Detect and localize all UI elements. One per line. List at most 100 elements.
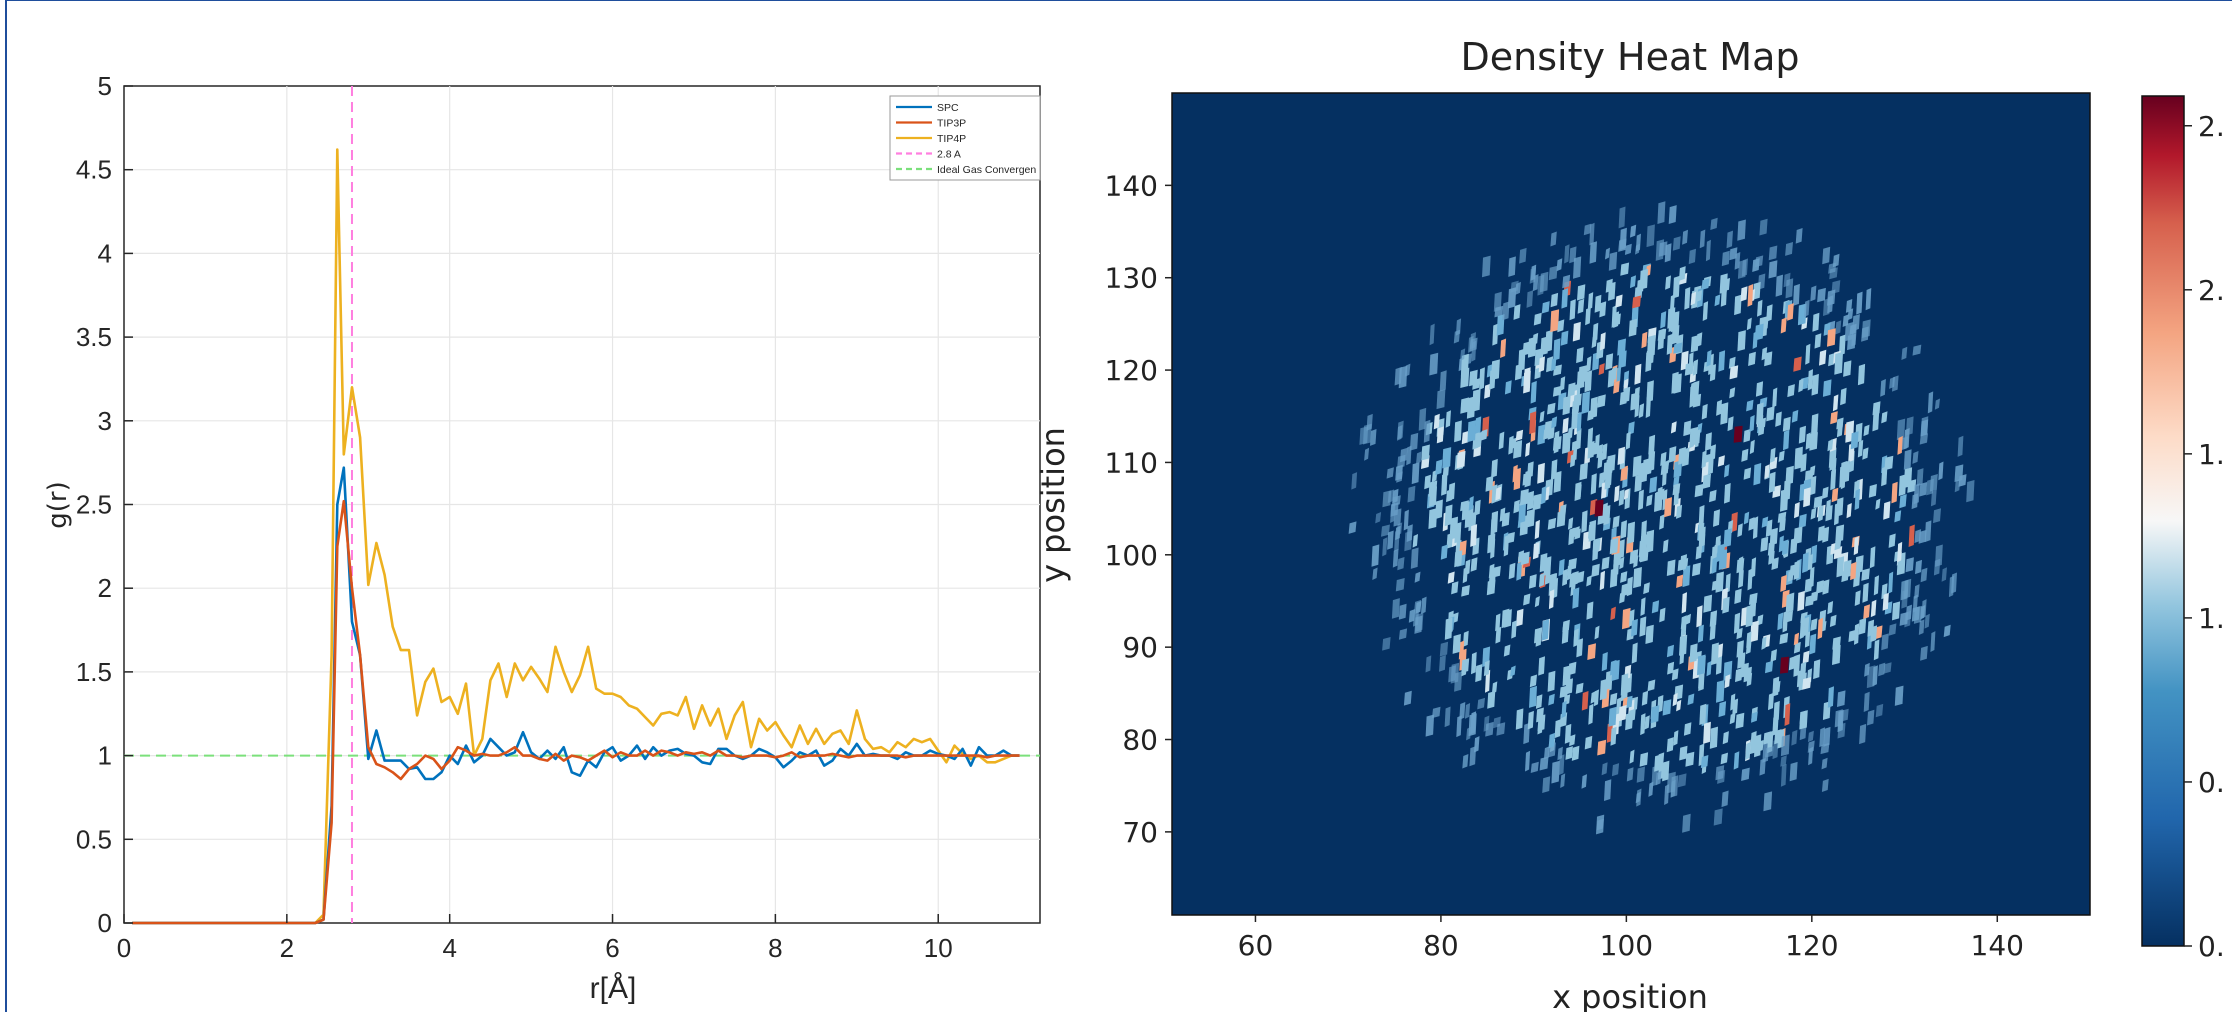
heatmap-cell xyxy=(1862,447,1869,460)
heatmap-cell xyxy=(1905,604,1912,621)
heatmap-cell xyxy=(1798,425,1806,444)
heatmap-cell xyxy=(1785,593,1793,613)
heatmap-cell xyxy=(1692,359,1699,376)
heatmap-cell xyxy=(1640,713,1646,736)
heatmap-cell xyxy=(1572,587,1580,609)
heatmap-cell xyxy=(1551,357,1557,372)
heatmap-cell xyxy=(1639,268,1649,290)
heatmap-cell xyxy=(1697,654,1706,676)
heatmap-cell xyxy=(1840,387,1847,406)
heatmap-cell xyxy=(1466,726,1472,741)
heatmap-cell xyxy=(1601,652,1608,672)
heatmap-cell xyxy=(1581,774,1587,789)
heatmap-cell xyxy=(1587,427,1594,449)
heatmap-cell xyxy=(1487,691,1496,709)
heatmap-cell xyxy=(1421,444,1430,461)
heatmap-cell xyxy=(1918,619,1925,635)
heatmap-cell xyxy=(1527,336,1537,358)
heatmap-cell xyxy=(1550,292,1559,308)
heatmap-cell xyxy=(1500,338,1507,358)
heatmap-cell xyxy=(1780,755,1787,767)
heatmap-cell xyxy=(1613,311,1620,328)
rdf-reference-lines xyxy=(124,86,1040,923)
heatmap-cell xyxy=(1562,568,1568,586)
heatmap-cell xyxy=(1513,499,1520,514)
heatmap-cell xyxy=(1551,760,1560,784)
rdf-y-tick-labels: 0 0.5 1 1.5 2 2.5 3 3.5 4 4.5 5 xyxy=(76,71,133,938)
heatmap-cell xyxy=(1861,326,1869,342)
heatmap-cell xyxy=(1919,482,1928,497)
heatmap-cell xyxy=(1799,710,1808,730)
heatmap-cell xyxy=(1436,426,1444,444)
heatmap-cell xyxy=(1638,461,1648,483)
heatmap-cell xyxy=(1552,385,1562,397)
heatmap-cell xyxy=(1628,318,1638,337)
heatmap-cell xyxy=(1669,294,1675,312)
heatmap-cell xyxy=(1529,685,1537,708)
heatmap-cell xyxy=(1705,432,1712,451)
heatmap-cell xyxy=(1695,545,1703,560)
heatmap-cell xyxy=(1618,238,1627,252)
heatmap-cell xyxy=(1586,601,1594,620)
series-line-tip4p xyxy=(132,148,1020,925)
heatmap-cell xyxy=(1753,463,1762,486)
heatmap-cell xyxy=(1557,319,1565,333)
heatmap-cell xyxy=(1630,224,1637,238)
heatmap-cell xyxy=(1470,711,1477,735)
heatmap-cell xyxy=(1847,308,1854,321)
heatmap-cell xyxy=(1648,781,1654,797)
heatmap-cell xyxy=(1543,556,1552,576)
heatmap-cell xyxy=(1763,791,1773,812)
rdf-x-tick-label: 2 xyxy=(280,933,294,963)
heatmap-cell xyxy=(1605,670,1613,692)
heatmap-cell xyxy=(1574,528,1581,540)
colorbar-tick-label: 0. xyxy=(2198,930,2225,963)
heatmap-cell xyxy=(1456,715,1462,738)
heatmap-cell xyxy=(1641,690,1649,706)
heatmap-cell xyxy=(1694,429,1701,445)
heatmap-cell xyxy=(1532,542,1540,560)
heatmap-cell xyxy=(1568,661,1577,676)
heatmap-cell xyxy=(1372,567,1378,580)
heatmap-cell xyxy=(1447,571,1455,584)
heatmap-cell xyxy=(1442,447,1452,469)
heatmap-cell xyxy=(1510,665,1516,677)
heatmap-cell xyxy=(1474,736,1480,753)
heatmap-cell xyxy=(1695,290,1703,303)
heatmap-cell xyxy=(1515,429,1524,441)
heatmap-cell xyxy=(1513,467,1521,491)
heatmap-cell xyxy=(1859,723,1867,745)
heatmap-cell xyxy=(1540,336,1549,356)
heatmap-cell xyxy=(1664,243,1672,263)
heatmap-cell xyxy=(1470,557,1478,572)
heatmap-cell xyxy=(1576,428,1582,450)
heatmap-cell xyxy=(1793,560,1800,580)
heatmap-cell xyxy=(1705,239,1711,262)
heatmap-cell xyxy=(1755,381,1764,397)
heatmap-cell xyxy=(1659,514,1665,530)
heatmap-cell xyxy=(1459,702,1466,720)
heatmap-cell xyxy=(1403,509,1409,531)
heatmap-cell xyxy=(1768,692,1774,711)
heatmap-cell xyxy=(1620,262,1630,276)
heatmap-cell xyxy=(1958,474,1967,487)
heatmap-cell xyxy=(1566,564,1572,581)
heatmap-cell xyxy=(1490,538,1496,559)
heatmap-cell xyxy=(1483,660,1490,677)
heatmap-cell xyxy=(1502,301,1510,321)
heatmap-cell xyxy=(1791,729,1798,746)
heatmap-cell xyxy=(1454,550,1463,568)
heatmap-cell xyxy=(1395,525,1401,541)
heatmap-cell xyxy=(1861,568,1870,581)
heatmap-cell xyxy=(1710,217,1718,230)
heatmap-cell xyxy=(1873,639,1880,661)
heatmap-cell xyxy=(1534,596,1540,608)
heatmap-cell xyxy=(1769,447,1776,463)
heatmap-cell xyxy=(1894,510,1902,523)
heatmap-cell xyxy=(1771,557,1779,570)
heatmap-cell xyxy=(1615,294,1623,308)
heatmap-cell xyxy=(1789,761,1798,782)
heatmap-cell xyxy=(1577,570,1585,584)
heatmap-cell xyxy=(1537,462,1545,484)
heatmap-cell xyxy=(1787,303,1794,321)
